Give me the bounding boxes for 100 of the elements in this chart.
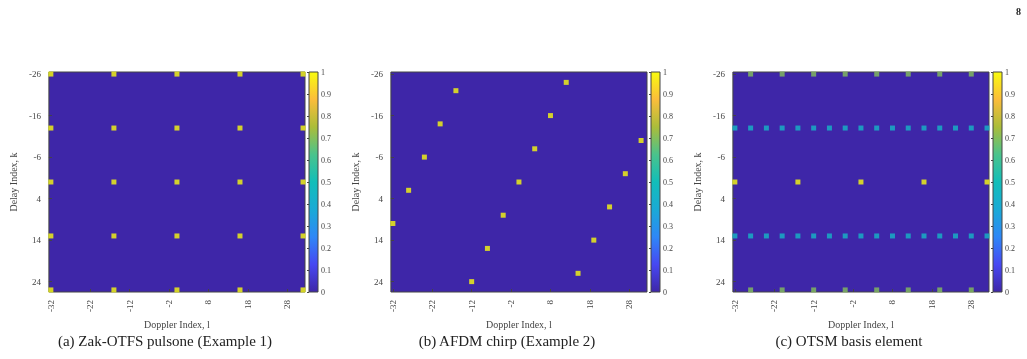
- point: [732, 233, 738, 239]
- x-tick-label: 28: [282, 299, 293, 309]
- color-bar-label: 0.6: [321, 155, 331, 165]
- point: [300, 71, 306, 77]
- point: [811, 233, 817, 239]
- point: [111, 179, 117, 185]
- point: [563, 79, 569, 85]
- color-bar-label: 0.7: [1005, 133, 1015, 143]
- point: [748, 233, 754, 239]
- point: [174, 179, 180, 185]
- color-bar-label: 0.5: [321, 177, 331, 187]
- point: [237, 71, 243, 77]
- point: [826, 125, 832, 131]
- point: [516, 179, 522, 185]
- x-tick-label: -2: [848, 300, 859, 308]
- x-tick-label: 8: [887, 299, 898, 305]
- point: [858, 233, 864, 239]
- x-tick-label: -22: [85, 300, 96, 312]
- point: [300, 233, 306, 239]
- point: [174, 233, 180, 239]
- point: [575, 270, 581, 276]
- y-axis-title: Delay Index, k: [691, 152, 703, 212]
- point: [779, 233, 785, 239]
- color-bar-label: 0.7: [321, 133, 331, 143]
- point: [748, 71, 754, 77]
- y-tick-label: 4: [36, 193, 42, 204]
- color-bar-label: 0.5: [1005, 177, 1015, 187]
- y-axis-title: Delay Index, k: [349, 152, 361, 212]
- point: [622, 171, 628, 177]
- point: [547, 113, 553, 119]
- point: [905, 233, 911, 239]
- point: [763, 233, 769, 239]
- point: [984, 233, 990, 239]
- point: [406, 187, 412, 193]
- color-bar-label: 0.3: [321, 221, 331, 231]
- point: [968, 125, 974, 131]
- x-tick-label: -12: [124, 300, 135, 312]
- point: [779, 287, 785, 293]
- y-tick-label: -16: [370, 110, 384, 121]
- point: [874, 233, 880, 239]
- y-tick-label: -6: [717, 152, 726, 163]
- x-tick-label: -32: [729, 300, 740, 312]
- point: [795, 125, 801, 131]
- point: [905, 71, 911, 77]
- point: [748, 287, 754, 293]
- x-tick-label: -12: [808, 300, 819, 312]
- point: [779, 71, 785, 77]
- point: [842, 287, 848, 293]
- point: [921, 125, 927, 131]
- point: [874, 287, 880, 293]
- x-axis-title: Doppler Index, l: [144, 319, 211, 331]
- point: [889, 233, 895, 239]
- x-tick-label: 18: [584, 299, 595, 309]
- x-tick-label: -22: [427, 300, 438, 312]
- point: [500, 212, 506, 218]
- point: [779, 125, 785, 131]
- point: [484, 245, 490, 251]
- point: [984, 179, 990, 185]
- point: [795, 179, 801, 185]
- color-bar-label: 0.8: [1005, 111, 1015, 121]
- color-bar-label: 0.7: [663, 133, 673, 143]
- y-tick-label: -6: [375, 152, 384, 163]
- text: 8: [1016, 5, 1021, 17]
- color-bar-label: 0.4: [1005, 199, 1015, 209]
- text: (c) OTSM basis element: [775, 332, 924, 350]
- color-bar-label: 0: [321, 287, 325, 297]
- point: [607, 204, 613, 210]
- point: [937, 71, 943, 77]
- color-bar-label: 0.4: [321, 199, 331, 209]
- point: [111, 71, 117, 77]
- color-bar-label: 0.1: [321, 265, 331, 275]
- y-tick-label: -26: [712, 69, 726, 80]
- point: [237, 233, 243, 239]
- color-bar-label: 0.1: [1005, 265, 1015, 275]
- x-tick-label: -12: [466, 300, 477, 312]
- y-tick-label: 14: [715, 235, 726, 246]
- point: [111, 233, 117, 239]
- color-bar-label: 1: [321, 67, 325, 77]
- point: [968, 71, 974, 77]
- text: (a) Zak-OTFS pulsone (Example 1): [57, 332, 273, 350]
- x-tick-label: -22: [769, 300, 780, 312]
- point: [811, 71, 817, 77]
- point: [953, 233, 959, 239]
- y-tick-label: -16: [712, 110, 726, 121]
- x-tick-label: 28: [624, 299, 635, 309]
- y-tick-label: -16: [28, 110, 42, 121]
- point: [937, 125, 943, 131]
- x-tick-label: -32: [45, 300, 56, 312]
- y-tick-label: 4: [378, 193, 384, 204]
- x-tick-label: -2: [506, 300, 517, 308]
- color-bar-label: 0.4: [663, 199, 673, 209]
- point: [453, 88, 459, 94]
- point: [111, 287, 117, 293]
- point: [732, 179, 738, 185]
- point: [469, 279, 475, 285]
- y-tick-label: -26: [370, 69, 384, 80]
- y-tick-label: 14: [31, 235, 42, 246]
- color-bar-label: 0.6: [663, 155, 673, 165]
- point: [300, 287, 306, 293]
- point: [953, 125, 959, 131]
